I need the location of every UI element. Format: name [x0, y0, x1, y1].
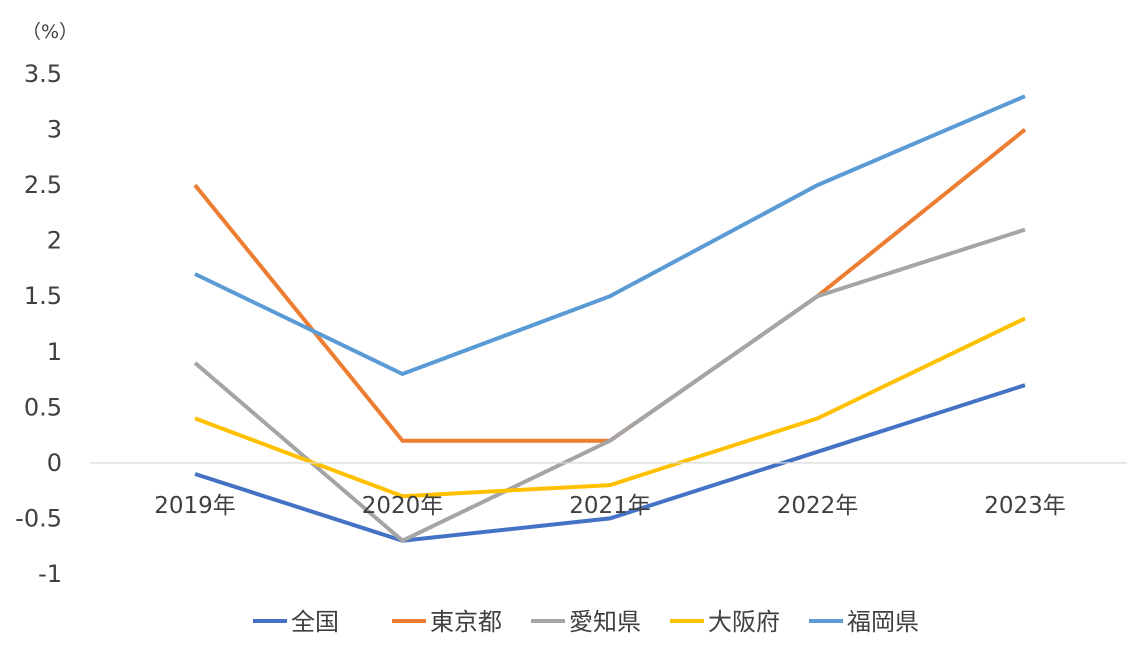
legend-label: 福岡県 — [847, 608, 919, 636]
y-tick-label: 2 — [47, 227, 62, 255]
legend-label: 大阪府 — [708, 608, 780, 636]
legend-label: 東京都 — [430, 608, 502, 636]
legend: 全国 東京都 愛知県 大阪府 福岡県 — [253, 608, 919, 636]
y-tick-label: 0.5 — [24, 393, 62, 421]
x-axis-tick-labels: 2019年 2020年 2021年 2022年 2023年 — [154, 493, 1066, 519]
y-axis-unit-label: （%） — [22, 21, 78, 43]
y-tick-label: 1.5 — [24, 282, 62, 310]
x-tick-label: 2022年 — [777, 493, 859, 519]
x-tick-label: 2020年 — [362, 493, 444, 519]
y-tick-label: 3.5 — [24, 60, 62, 88]
series-line — [194, 94, 1026, 377]
y-tick-label: 0 — [47, 449, 62, 477]
series-lines — [193, 94, 1027, 544]
y-tick-label: -1 — [38, 560, 62, 588]
x-tick-label: 2019年 — [154, 493, 236, 519]
y-tick-label: 2.5 — [24, 171, 62, 199]
series-line — [193, 128, 1027, 443]
y-tick-label: 1 — [47, 338, 62, 366]
series-line — [193, 227, 1026, 544]
y-tick-label: 3 — [47, 116, 62, 144]
legend-label: 愛知県 — [569, 608, 641, 636]
y-tick-label: -0.5 — [15, 504, 62, 532]
series-line — [194, 383, 1026, 543]
x-tick-label: 2023年 — [984, 493, 1066, 519]
series-line — [194, 316, 1026, 499]
y-axis-tick-labels: 3.5 3 2.5 2 1.5 1 0.5 0 -0.5 -1 — [15, 60, 62, 588]
x-tick-label: 2021年 — [569, 493, 651, 519]
legend-label: 全国 — [291, 608, 339, 636]
